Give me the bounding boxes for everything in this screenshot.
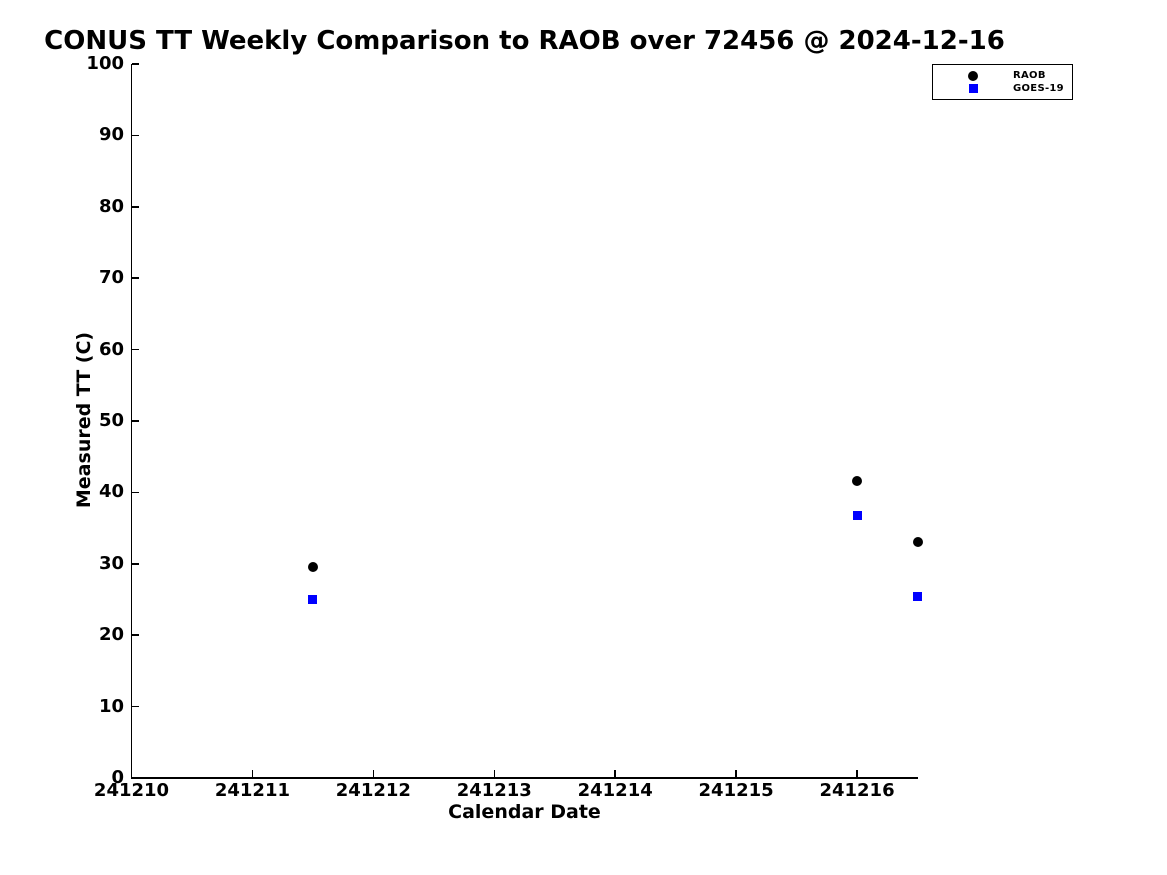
data-point-goes-19 [852, 511, 862, 521]
y-tick-label: 10 [98, 695, 124, 717]
raob-circle-icon [968, 70, 978, 81]
x-tick-mark [251, 770, 254, 778]
y-tick-label: 80 [98, 195, 124, 217]
y-tick-label: 40 [98, 481, 124, 503]
y-tick-label: 30 [98, 552, 124, 574]
x-axis-label: Calendar Date [448, 801, 601, 823]
y-tick-label: 0 [111, 767, 124, 788]
legend: RAOB GOES-19 [932, 64, 1073, 100]
y-tick-mark [132, 705, 140, 708]
legend-marker-cell [933, 84, 1013, 93]
y-tick-mark [132, 563, 140, 565]
goes-19-square-icon [968, 84, 978, 93]
x-tick-label: 241213 [456, 780, 532, 801]
x-tick-label: 241216 [819, 780, 895, 801]
x-tick-label: 241211 [214, 780, 290, 801]
y-tick-mark [132, 206, 140, 208]
data-point-goes-19 [308, 595, 318, 604]
y-tick-mark [132, 634, 140, 636]
x-tick-label: 241214 [577, 780, 653, 801]
x-tick-mark [130, 770, 133, 778]
x-tick-label: 241212 [335, 780, 411, 801]
y-tick-mark [132, 63, 140, 65]
legend-label-raob: RAOB [1013, 70, 1046, 81]
y-tick-mark [132, 777, 140, 779]
legend-label-goes-19: GOES-19 [1013, 83, 1064, 94]
y-tick-label: 70 [98, 267, 124, 289]
y-tick-label: 20 [98, 624, 124, 646]
y-tick-label: 50 [98, 410, 124, 431]
y-tick-mark [132, 134, 140, 137]
y-tick-mark [132, 277, 140, 279]
legend-item-goes-19: GOES-19 [933, 82, 1072, 95]
x-tick-mark [493, 770, 496, 778]
x-tick-label: 241215 [698, 780, 774, 801]
data-point-raob [307, 562, 318, 573]
x-tick-label: 241210 [93, 780, 170, 801]
y-tick-mark [132, 491, 140, 494]
x-tick-mark [372, 770, 375, 778]
y-tick-label: 90 [98, 124, 124, 146]
x-tick-mark [856, 770, 858, 778]
x-tick-mark [614, 770, 616, 778]
x-axis-line [130, 777, 919, 779]
y-tick-mark [132, 420, 140, 422]
x-tick-mark [735, 770, 737, 778]
data-point-raob [852, 475, 863, 486]
data-point-goes-19 [913, 592, 922, 602]
y-tick-label: 60 [98, 338, 124, 360]
legend-marker-cell [933, 70, 1013, 81]
legend-item-raob: RAOB [933, 69, 1072, 82]
y-tick-label: 100 [86, 53, 124, 74]
data-point-raob [912, 537, 923, 548]
y-axis-line [130, 64, 133, 779]
y-tick-mark [132, 348, 140, 351]
chart-title: CONUS TT Weekly Comparison to RAOB over … [44, 26, 1005, 56]
